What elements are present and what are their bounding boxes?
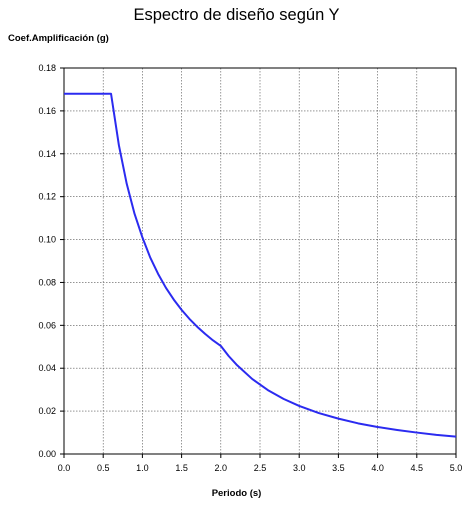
x-tick-label: 4.0 (371, 463, 384, 473)
x-tick-label: 1.0 (136, 463, 149, 473)
x-tick-label: 2.5 (254, 463, 267, 473)
y-tick-label: 0.00 (38, 449, 56, 459)
spectrum-line (64, 92, 457, 438)
x-tick-label: 3.5 (332, 463, 345, 473)
y-axis-label: Coef.Amplificación (g) (8, 33, 109, 44)
y-tick-label: 0.08 (38, 277, 56, 287)
y-tick-label: 0.02 (38, 406, 56, 416)
y-tick-label: 0.10 (38, 235, 56, 245)
y-tick-label: 0.04 (38, 363, 56, 373)
y-tick-label: 0.06 (38, 320, 56, 330)
chart-title: Espectro de diseño según Y (133, 6, 340, 24)
y-tick-label: 0.14 (38, 149, 56, 159)
x-axis-label: Periodo (s) (211, 488, 262, 499)
y-tick-label: 0.18 (38, 63, 56, 73)
y-tick-label: 0.16 (38, 106, 56, 116)
x-tick-label: 1.5 (175, 463, 188, 473)
x-tick-label: 0.5 (97, 463, 110, 473)
y-tick-label: 0.12 (38, 192, 56, 202)
x-tick-label: 3.0 (293, 463, 306, 473)
x-tick-label: 2.0 (215, 463, 228, 473)
x-tick-label: 0.0 (58, 463, 71, 473)
x-tick-label: 5.0 (450, 463, 463, 473)
x-tick-label: 4.5 (411, 463, 424, 473)
